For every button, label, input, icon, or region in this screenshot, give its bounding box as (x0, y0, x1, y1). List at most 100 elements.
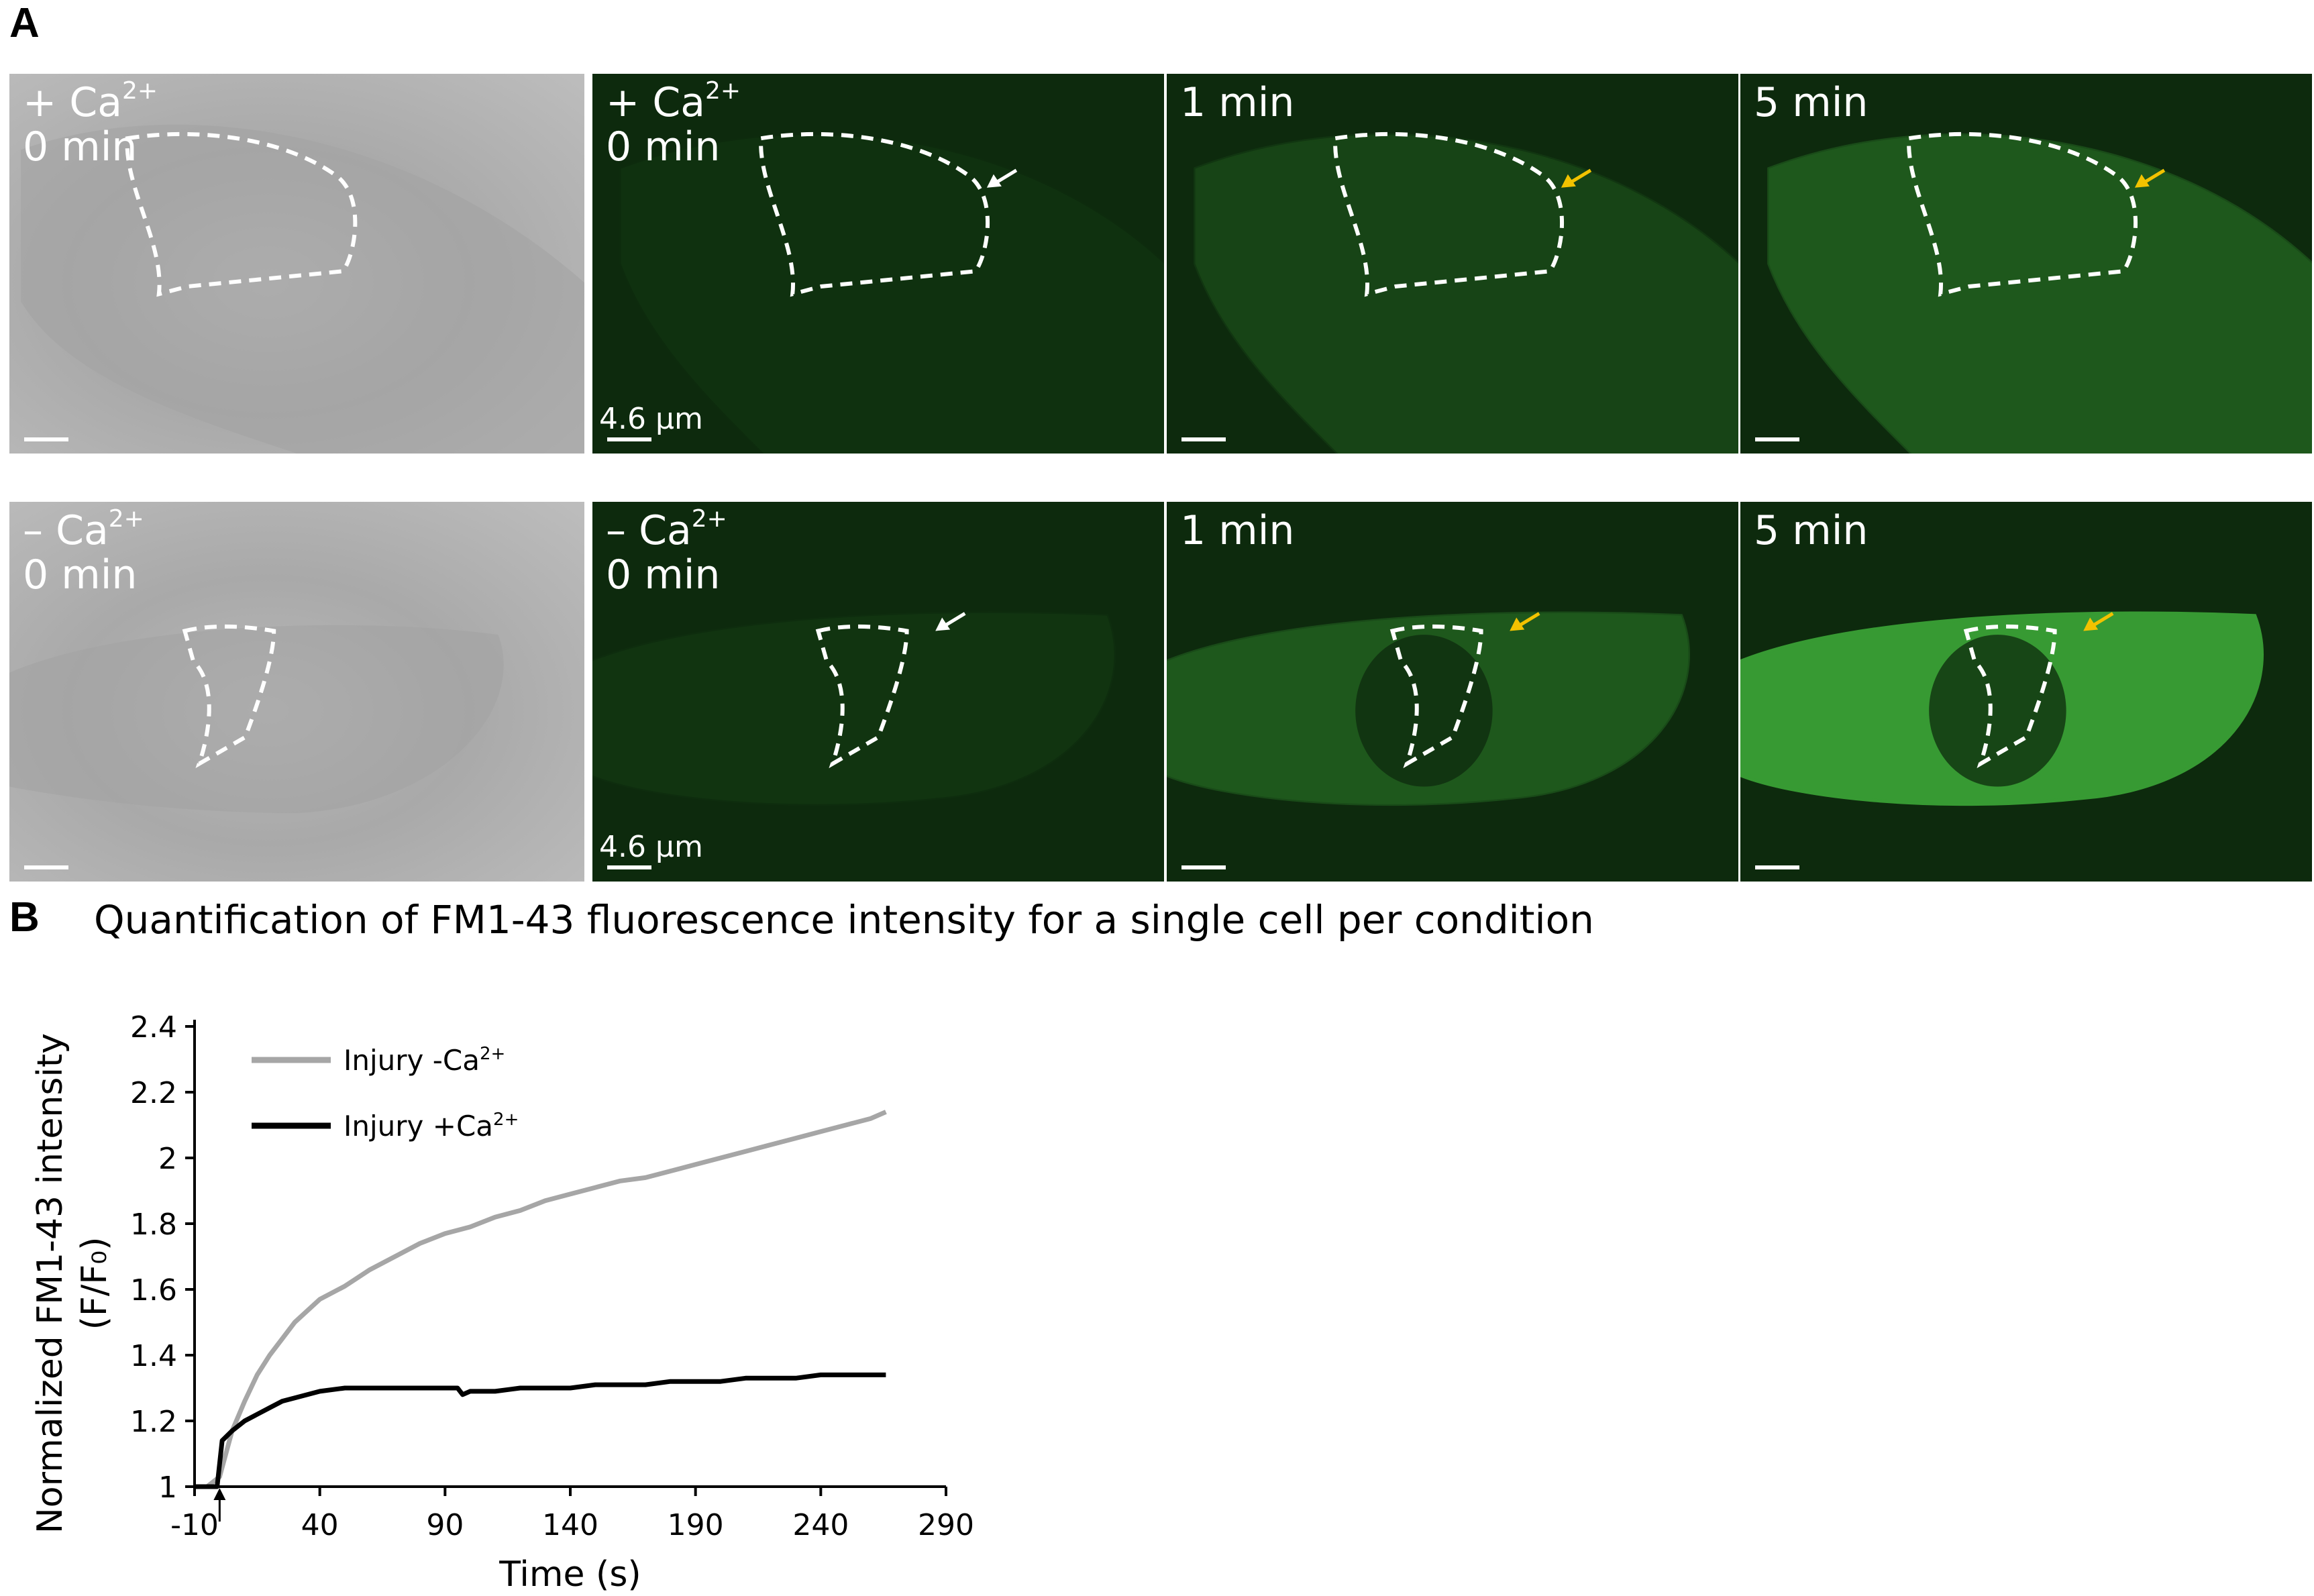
x-tick-label: 190 (668, 1508, 724, 1542)
y-tick-label: 1 (158, 1471, 177, 1505)
scale-bar (607, 865, 651, 869)
yellow-arrow-icon (1510, 612, 1540, 631)
legend-label: Injury +Ca2+ (344, 1110, 519, 1142)
micrograph-drawing (1194, 131, 1738, 454)
micrograph-row2-col3: 1 min (1167, 502, 1738, 882)
nucleus (1929, 635, 2066, 787)
time-label: 0 min (606, 551, 721, 598)
yellow-arrow-icon (2134, 168, 2166, 188)
white-arrow-icon (986, 168, 1018, 188)
calcium-charge: 2+ (122, 77, 158, 105)
scale-bar (607, 437, 651, 441)
injury-region-outline (1907, 131, 2138, 297)
scale-bar (24, 865, 68, 869)
y-tick-label: 1.4 (130, 1339, 177, 1373)
micrograph-row1-col3: 1 min (1167, 74, 1738, 454)
calcium-sign: + Ca (606, 79, 706, 126)
scale-bar (1181, 437, 1226, 441)
calcium-sign: + Ca (23, 79, 123, 126)
y-tick-label: 2 (158, 1142, 177, 1176)
scale-bar (1755, 437, 1799, 441)
legend-label: Injury -Ca2+ (344, 1044, 505, 1077)
condition-label: 5 min (1754, 509, 1868, 553)
micrograph-row2-col1: – Ca2+ 0 min (9, 502, 584, 882)
condition-label: – Ca2+ 0 min (23, 507, 144, 598)
calcium-sign: – Ca (23, 507, 109, 554)
cell-fluorescence (1767, 133, 2312, 454)
x-tick-label: 140 (542, 1508, 598, 1542)
x-tick-label: 240 (792, 1508, 849, 1542)
calcium-condition: – Ca2+ (606, 507, 727, 554)
x-tick-label: 90 (426, 1508, 464, 1542)
x-tick-label: 40 (301, 1508, 339, 1542)
calcium-charge: 2+ (705, 77, 741, 105)
panel-a-letter: A (9, 0, 40, 46)
condition-label: 5 min (1754, 81, 1868, 125)
white-arrow-icon (935, 612, 966, 631)
injury-arrow-head (213, 1488, 226, 1500)
cell-fluorescence (592, 613, 1114, 804)
y-tick-label: 1.6 (130, 1273, 177, 1308)
fm143-intensity-chart: 11.21.41.61.822.22.4-10 40 90 140 190 240 290 … (30, 1010, 974, 1595)
cell-fluorescence (621, 135, 1164, 454)
calcium-condition: + Ca2+ (23, 79, 158, 126)
micrograph-drawing (621, 131, 1164, 454)
x-tick-label: 290 (918, 1508, 974, 1542)
time-label: 1 min (1180, 507, 1295, 554)
panel-b-letter: B (9, 894, 40, 941)
micrograph-drawing (1167, 611, 1690, 806)
legend-label-name: Injury +Ca (344, 1110, 493, 1142)
micrograph-drawing (21, 124, 584, 454)
time-label: 1 min (1180, 79, 1295, 126)
yellow-arrow-icon (1561, 168, 1592, 188)
nucleus (1355, 635, 1493, 787)
legend-label-name: Injury -Ca (344, 1044, 480, 1077)
time-label: 5 min (1754, 79, 1869, 126)
panel-b-title: Quantification of FM1-43 fluorescence in… (94, 897, 1594, 943)
y-axis-label-line2: (F/F₀) (74, 1237, 115, 1330)
micrograph-row1-col2: + Ca2+ 0 min 4.6 µm (592, 74, 1164, 454)
yellow-arrow-icon (2083, 612, 2114, 631)
time-label: 0 min (606, 123, 721, 170)
scale-bar-label: 4.6 µm (599, 830, 703, 864)
condition-label: + Ca2+ 0 min (606, 79, 741, 170)
y-axis-label-line1: Normalized FM1-43 intensity (30, 1033, 70, 1534)
cell-body (21, 124, 584, 454)
micrograph-drawing (1740, 611, 2264, 806)
calcium-condition: + Ca2+ (606, 79, 741, 126)
micrograph-row2-col2: – Ca2+ 0 min 4.6 µm (592, 502, 1164, 882)
micrograph-row1-col1: + Ca2+ 0 min (9, 74, 584, 454)
x-tick-label: -10 (170, 1508, 219, 1542)
time-label: 0 min (23, 551, 138, 598)
scale-bar (1181, 865, 1226, 869)
micrograph-row2-col4: 5 min (1740, 502, 2312, 882)
legend-label-charge: 2+ (480, 1044, 505, 1064)
y-tick-label: 2.2 (130, 1076, 177, 1110)
cell-fluorescence (1194, 133, 1738, 454)
micrograph-drawing (1767, 131, 2312, 454)
x-axis-label: Time (s) (498, 1554, 641, 1595)
condition-label: 1 min (1180, 509, 1294, 553)
series-line-injury-plus-ca (195, 1372, 886, 1489)
condition-label: + Ca2+ 0 min (23, 79, 158, 170)
condition-label: – Ca2+ 0 min (606, 507, 727, 598)
micrograph-drawing (9, 624, 504, 814)
series-line-injury-minus-ca (195, 1110, 887, 1489)
micrograph-row1-col4: 5 min (1740, 74, 2312, 454)
micrograph-drawing (592, 612, 1114, 804)
scale-bar-label: 4.6 µm (599, 402, 703, 436)
injury-region-outline (759, 131, 990, 297)
y-tick-label: 1.2 (130, 1405, 177, 1439)
cell-body (9, 625, 504, 814)
condition-label: 1 min (1180, 81, 1294, 125)
calcium-sign: – Ca (606, 507, 692, 554)
legend-label-charge: 2+ (493, 1110, 519, 1130)
time-label: 5 min (1754, 507, 1869, 554)
y-tick-label: 2.4 (130, 1010, 177, 1045)
calcium-condition: – Ca2+ (23, 507, 144, 554)
injury-region-outline (125, 131, 358, 297)
scale-bar (1755, 865, 1799, 869)
injury-time-arrow-icon (213, 1488, 226, 1522)
scale-bar (24, 437, 68, 441)
y-tick-label: 1.8 (130, 1208, 177, 1242)
